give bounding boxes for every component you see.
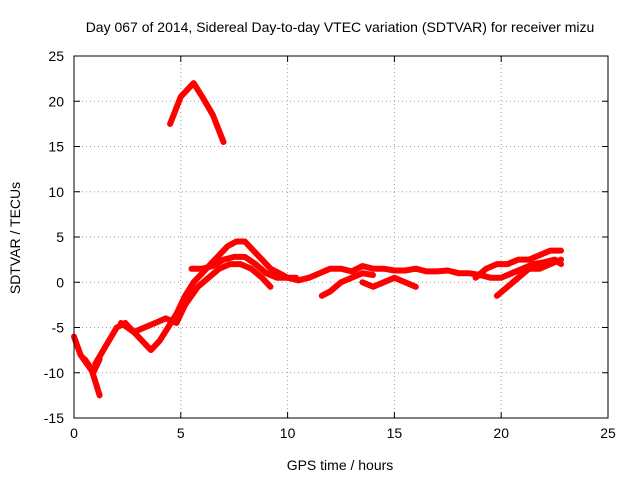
series-arc-8-noise <box>361 276 417 288</box>
grid <box>74 56 608 418</box>
x-tick-label: 0 <box>70 425 78 441</box>
x-axis-label: GPS time / hours <box>287 457 394 473</box>
x-tick-label: 15 <box>387 425 403 441</box>
y-tick-label: 25 <box>48 48 64 64</box>
y-tick-label: 15 <box>48 139 64 155</box>
series-arc-6-noise <box>190 255 562 282</box>
y-tick-label: 20 <box>48 93 64 109</box>
y-tick-label: 5 <box>56 229 64 245</box>
chart-title: Day 067 of 2014, Sidereal Day-to-day VTE… <box>86 19 595 35</box>
series-layer <box>71 80 564 399</box>
y-tick-label: -10 <box>44 365 64 381</box>
series-arc-4-band <box>118 261 274 335</box>
series-arc-3-band <box>92 238 300 367</box>
y-tick-label: -15 <box>44 410 64 426</box>
series-arc-2-noise <box>83 358 101 397</box>
x-tick-label: 20 <box>493 425 509 441</box>
x-tick-label: 25 <box>600 425 616 441</box>
x-tick-label: 10 <box>280 425 296 441</box>
y-tick-label: 0 <box>56 274 64 290</box>
axes: 0 5 10 15 20 25 -15 -10 -5 0 5 10 15 20 25 <box>44 48 616 441</box>
series-arc-5-band <box>167 80 227 145</box>
y-tick-label: -5 <box>52 320 65 336</box>
series-arc-9-noise <box>474 249 562 279</box>
series-arc-7-noise <box>320 272 374 297</box>
series-arc-5-noise <box>169 82 225 143</box>
series-arc-4-noise <box>120 263 272 333</box>
y-tick-label: 10 <box>48 184 64 200</box>
y-axis-label: SDTVAR / TECUs <box>7 182 23 294</box>
x-tick-label: 5 <box>177 425 185 441</box>
series-arc-10-noise <box>495 258 562 297</box>
